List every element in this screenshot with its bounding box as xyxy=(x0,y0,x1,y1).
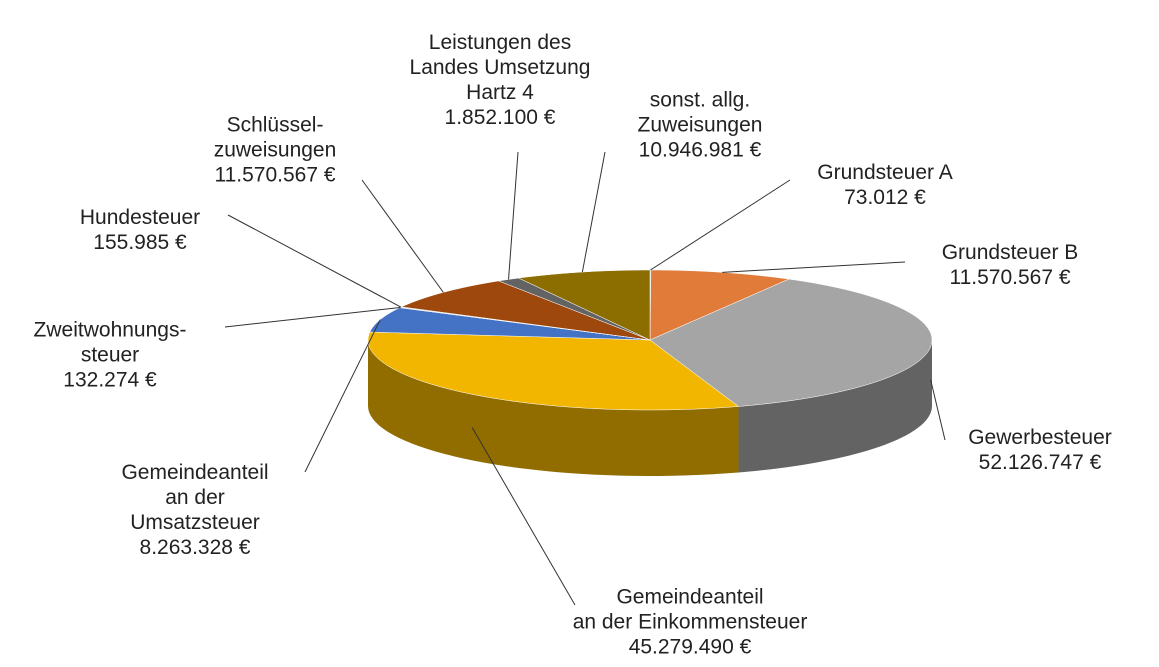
data-label: Gewerbesteuer 52.126.747 € xyxy=(968,425,1112,475)
slice xyxy=(367,331,740,411)
data-label: sonst. allg. Zuweisungen 10.946.981 € xyxy=(638,88,763,163)
value-label: 11.570.567 € xyxy=(214,163,336,187)
leader-line xyxy=(471,427,576,606)
data-label: Grundsteuer A 73.012 € xyxy=(817,160,952,210)
data-label: Schlüssel- zuweisungen 11.570.567 € xyxy=(214,113,337,188)
slice-side xyxy=(738,340,932,473)
leader-line xyxy=(650,179,791,271)
category-label: Leistungen des Landes Umsetzung Hartz 4 xyxy=(409,31,591,104)
data-label: Grundsteuer B 11.570.567 € xyxy=(942,240,1079,290)
leader-line xyxy=(304,319,381,473)
data-label: Hundesteuer 155.985 € xyxy=(80,205,200,255)
value-label: 155.985 € xyxy=(93,231,187,254)
value-label: 73.012 € xyxy=(844,186,926,209)
category-label: Gemeindeanteil an der Umsatzsteuer xyxy=(121,461,269,534)
data-label: Gemeindeanteil an der Umsatzsteuer 8.263.… xyxy=(121,460,268,560)
value-label: 45.279.490 € xyxy=(628,635,752,659)
value-label: 8.263.328 € xyxy=(139,536,251,559)
leader-line xyxy=(508,151,519,280)
leader-line xyxy=(224,307,401,328)
slice xyxy=(649,278,933,407)
category-label: Schlüssel- zuweisungen xyxy=(213,113,337,162)
slice xyxy=(369,307,651,341)
value-label: 132.274 € xyxy=(63,368,157,392)
category-label: Grundsteuer B xyxy=(941,241,1079,264)
category-label: Zweitwohnungs- steuer xyxy=(33,318,187,367)
category-label: Gemeindeanteil an der Einkommensteuer xyxy=(572,585,808,634)
category-label: Gewerbesteuer xyxy=(968,426,1112,449)
leader-line xyxy=(361,179,444,293)
slice-side xyxy=(368,340,739,476)
data-label: Zweitwohnungs- steuer 132.274 € xyxy=(34,318,187,393)
leader-line xyxy=(227,214,402,308)
data-label: Gemeindeanteil an der Einkommensteuer 45.… xyxy=(573,585,808,660)
value-label: 10.946.981 € xyxy=(638,138,762,162)
leader-line xyxy=(722,261,906,273)
value-label: 1.852.100 € xyxy=(444,106,556,129)
slice xyxy=(517,269,651,341)
category-label: sonst. allg. Zuweisungen xyxy=(637,88,763,137)
value-label: 11.570.567 € xyxy=(949,266,1071,289)
category-label: Hundesteuer xyxy=(79,206,201,229)
category-label: Grundsteuer A xyxy=(817,161,953,184)
leader-line xyxy=(930,379,946,441)
slice xyxy=(400,280,651,341)
leader-line xyxy=(581,151,606,273)
value-label: 52.126.747 € xyxy=(978,451,1102,474)
